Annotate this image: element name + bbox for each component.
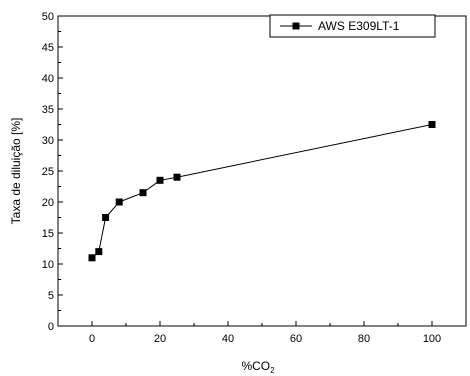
y-tick-label: 25 (42, 166, 54, 178)
x-tick-label: 20 (154, 333, 166, 345)
x-axis: 0 20 40 60 80 100 (57, 321, 467, 345)
y-axis-label: Taxa de diluição [%] (9, 118, 23, 225)
legend-box (269, 14, 436, 38)
data-point (428, 121, 436, 128)
y-tick-label: 15 (42, 228, 54, 240)
y-tick-label: 50 (42, 11, 54, 23)
data-point (88, 254, 96, 262)
y-tick-label: 40 (42, 73, 54, 85)
data-point (156, 176, 164, 184)
y-tick-label: 10 (42, 259, 54, 271)
y-tick-label: 5 (48, 290, 54, 302)
x-axis-label-subscript: 2 (270, 366, 275, 375)
legend-marker (292, 22, 300, 30)
x-tick-label: 80 (358, 333, 370, 345)
data-point (95, 248, 103, 256)
data-point (173, 173, 181, 181)
y-tick-label: 30 (42, 135, 54, 147)
x-axis-label-main: %CO (241, 359, 270, 373)
y-tick-label: 20 (42, 197, 54, 209)
y-tick-label: 35 (42, 104, 54, 116)
x-tick-label: 60 (290, 333, 302, 345)
legend: AWS E309LT-1 (269, 14, 436, 38)
legend-label: AWS E309LT-1 (318, 19, 400, 33)
plot-frame (57, 15, 467, 327)
x-tick-label: 40 (222, 333, 234, 345)
data-point (139, 189, 147, 197)
y-tick-label: 0 (48, 321, 54, 333)
data-point (115, 198, 123, 206)
x-tick-label: 100 (423, 333, 441, 345)
y-tick-label: 45 (42, 42, 54, 54)
x-tick-label: 0 (89, 333, 95, 345)
data-point (102, 214, 110, 221)
x-axis-label: %CO2 (241, 359, 275, 375)
y-axis: 0 5 10 15 20 25 30 35 40 45 50 (42, 11, 63, 333)
series-markers (88, 121, 436, 262)
